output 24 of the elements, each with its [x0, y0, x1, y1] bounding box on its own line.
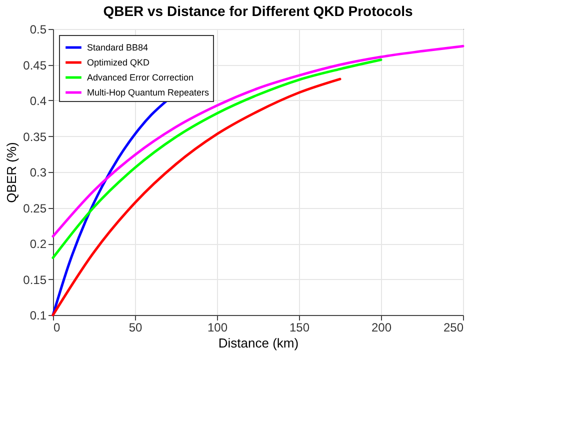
chart-title: QBER vs Distance for Different QKD Protocols — [103, 3, 414, 19]
x-tick-label: 150 — [289, 320, 310, 334]
line-series — [52, 44, 464, 238]
y-tick-label: 0.5 — [30, 22, 47, 36]
y-axis-title: QBER (%) — [4, 142, 20, 203]
y-tick-label: 0.1 — [30, 308, 47, 322]
y-tick-label: 0.35 — [23, 130, 47, 144]
x-tick-label: 250 — [443, 320, 464, 334]
y-tick-label: 0.2 — [30, 237, 47, 251]
x-tick-label: 0 — [54, 320, 60, 334]
x-tick-label: 200 — [371, 320, 392, 334]
y-tick-label: 0.45 — [23, 58, 47, 72]
legend-label: Multi-Hop Quantum Repeaters — [87, 88, 210, 98]
x-tick-label: 50 — [128, 320, 142, 334]
line-series — [52, 58, 382, 260]
y-tick-label: 0.3 — [30, 166, 47, 180]
legend-label: Standard BB84 — [87, 42, 148, 52]
legend-label: Optimized QKD — [87, 58, 150, 68]
x-axis-title: Distance (km) — [218, 336, 299, 350]
y-tick-label: 0.4 — [30, 94, 47, 108]
y-tick-label: 0.25 — [23, 201, 47, 216]
y-tick-label: 0.15 — [23, 272, 47, 287]
legend-label: Advanced Error Correction — [87, 72, 194, 82]
x-tick-label: 100 — [207, 320, 228, 334]
